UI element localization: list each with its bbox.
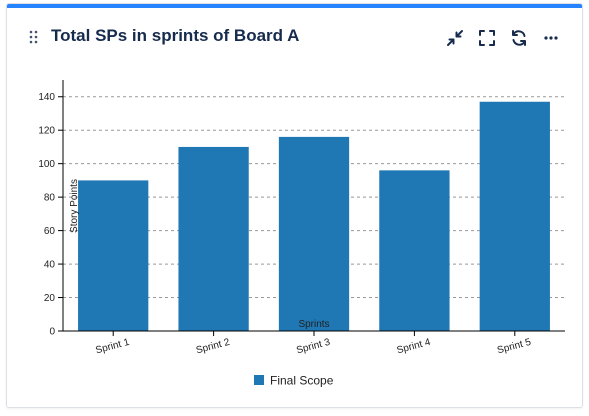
refresh-icon	[512, 30, 526, 46]
bar	[278, 136, 350, 331]
y-tick-label: 140	[38, 92, 55, 103]
legend-swatch	[254, 375, 264, 385]
legend: Final Scope	[254, 374, 334, 388]
bars	[78, 101, 550, 332]
y-tick-label: 0	[49, 327, 55, 338]
y-tick-label: 100	[38, 159, 55, 170]
x-tick-label: Sprint 3	[295, 337, 332, 357]
more-button[interactable]	[540, 27, 562, 49]
y-tick-label: 80	[44, 193, 56, 204]
x-tick-label: Sprint 4	[396, 337, 433, 357]
y-tick-label: 120	[38, 126, 55, 137]
legend-label: Final Scope	[270, 374, 334, 388]
card-toolbar	[444, 26, 562, 50]
y-tick-label: 60	[44, 226, 56, 237]
card-accent-bar	[7, 4, 582, 8]
fullscreen-icon	[479, 30, 495, 46]
bar	[78, 180, 149, 331]
drag-handle-icon[interactable]	[29, 29, 39, 45]
x-axis-title: Sprints	[298, 319, 329, 330]
x-tick-label: Sprint 2	[195, 337, 232, 357]
chart-card: Total SPs in sprints of Board A	[6, 3, 583, 408]
x-tick-label: Sprint 1	[94, 337, 131, 357]
minimize-icon	[447, 30, 463, 46]
refresh-button[interactable]	[508, 27, 530, 49]
fullscreen-button[interactable]	[476, 27, 498, 49]
more-icon	[544, 36, 558, 40]
minimize-button[interactable]	[444, 27, 466, 49]
y-tick-label: 40	[44, 260, 56, 271]
bar	[479, 101, 550, 332]
chart-svg: 0 20 40 60 80 100 120 140 Sprint 1 Sprint 2 Sprint…	[38, 80, 565, 388]
y-axis-title: Story Points	[69, 179, 80, 233]
bar-chart: 0 20 40 60 80 100 120 140 Sprint 1 Sprint 2 Sprint…	[7, 66, 582, 406]
y-tick-label: 20	[44, 293, 56, 304]
card-title: Total SPs in sprints of Board A	[51, 26, 300, 45]
x-tick-label: Sprint 5	[496, 337, 533, 357]
bar	[178, 146, 249, 331]
bar	[379, 170, 450, 331]
